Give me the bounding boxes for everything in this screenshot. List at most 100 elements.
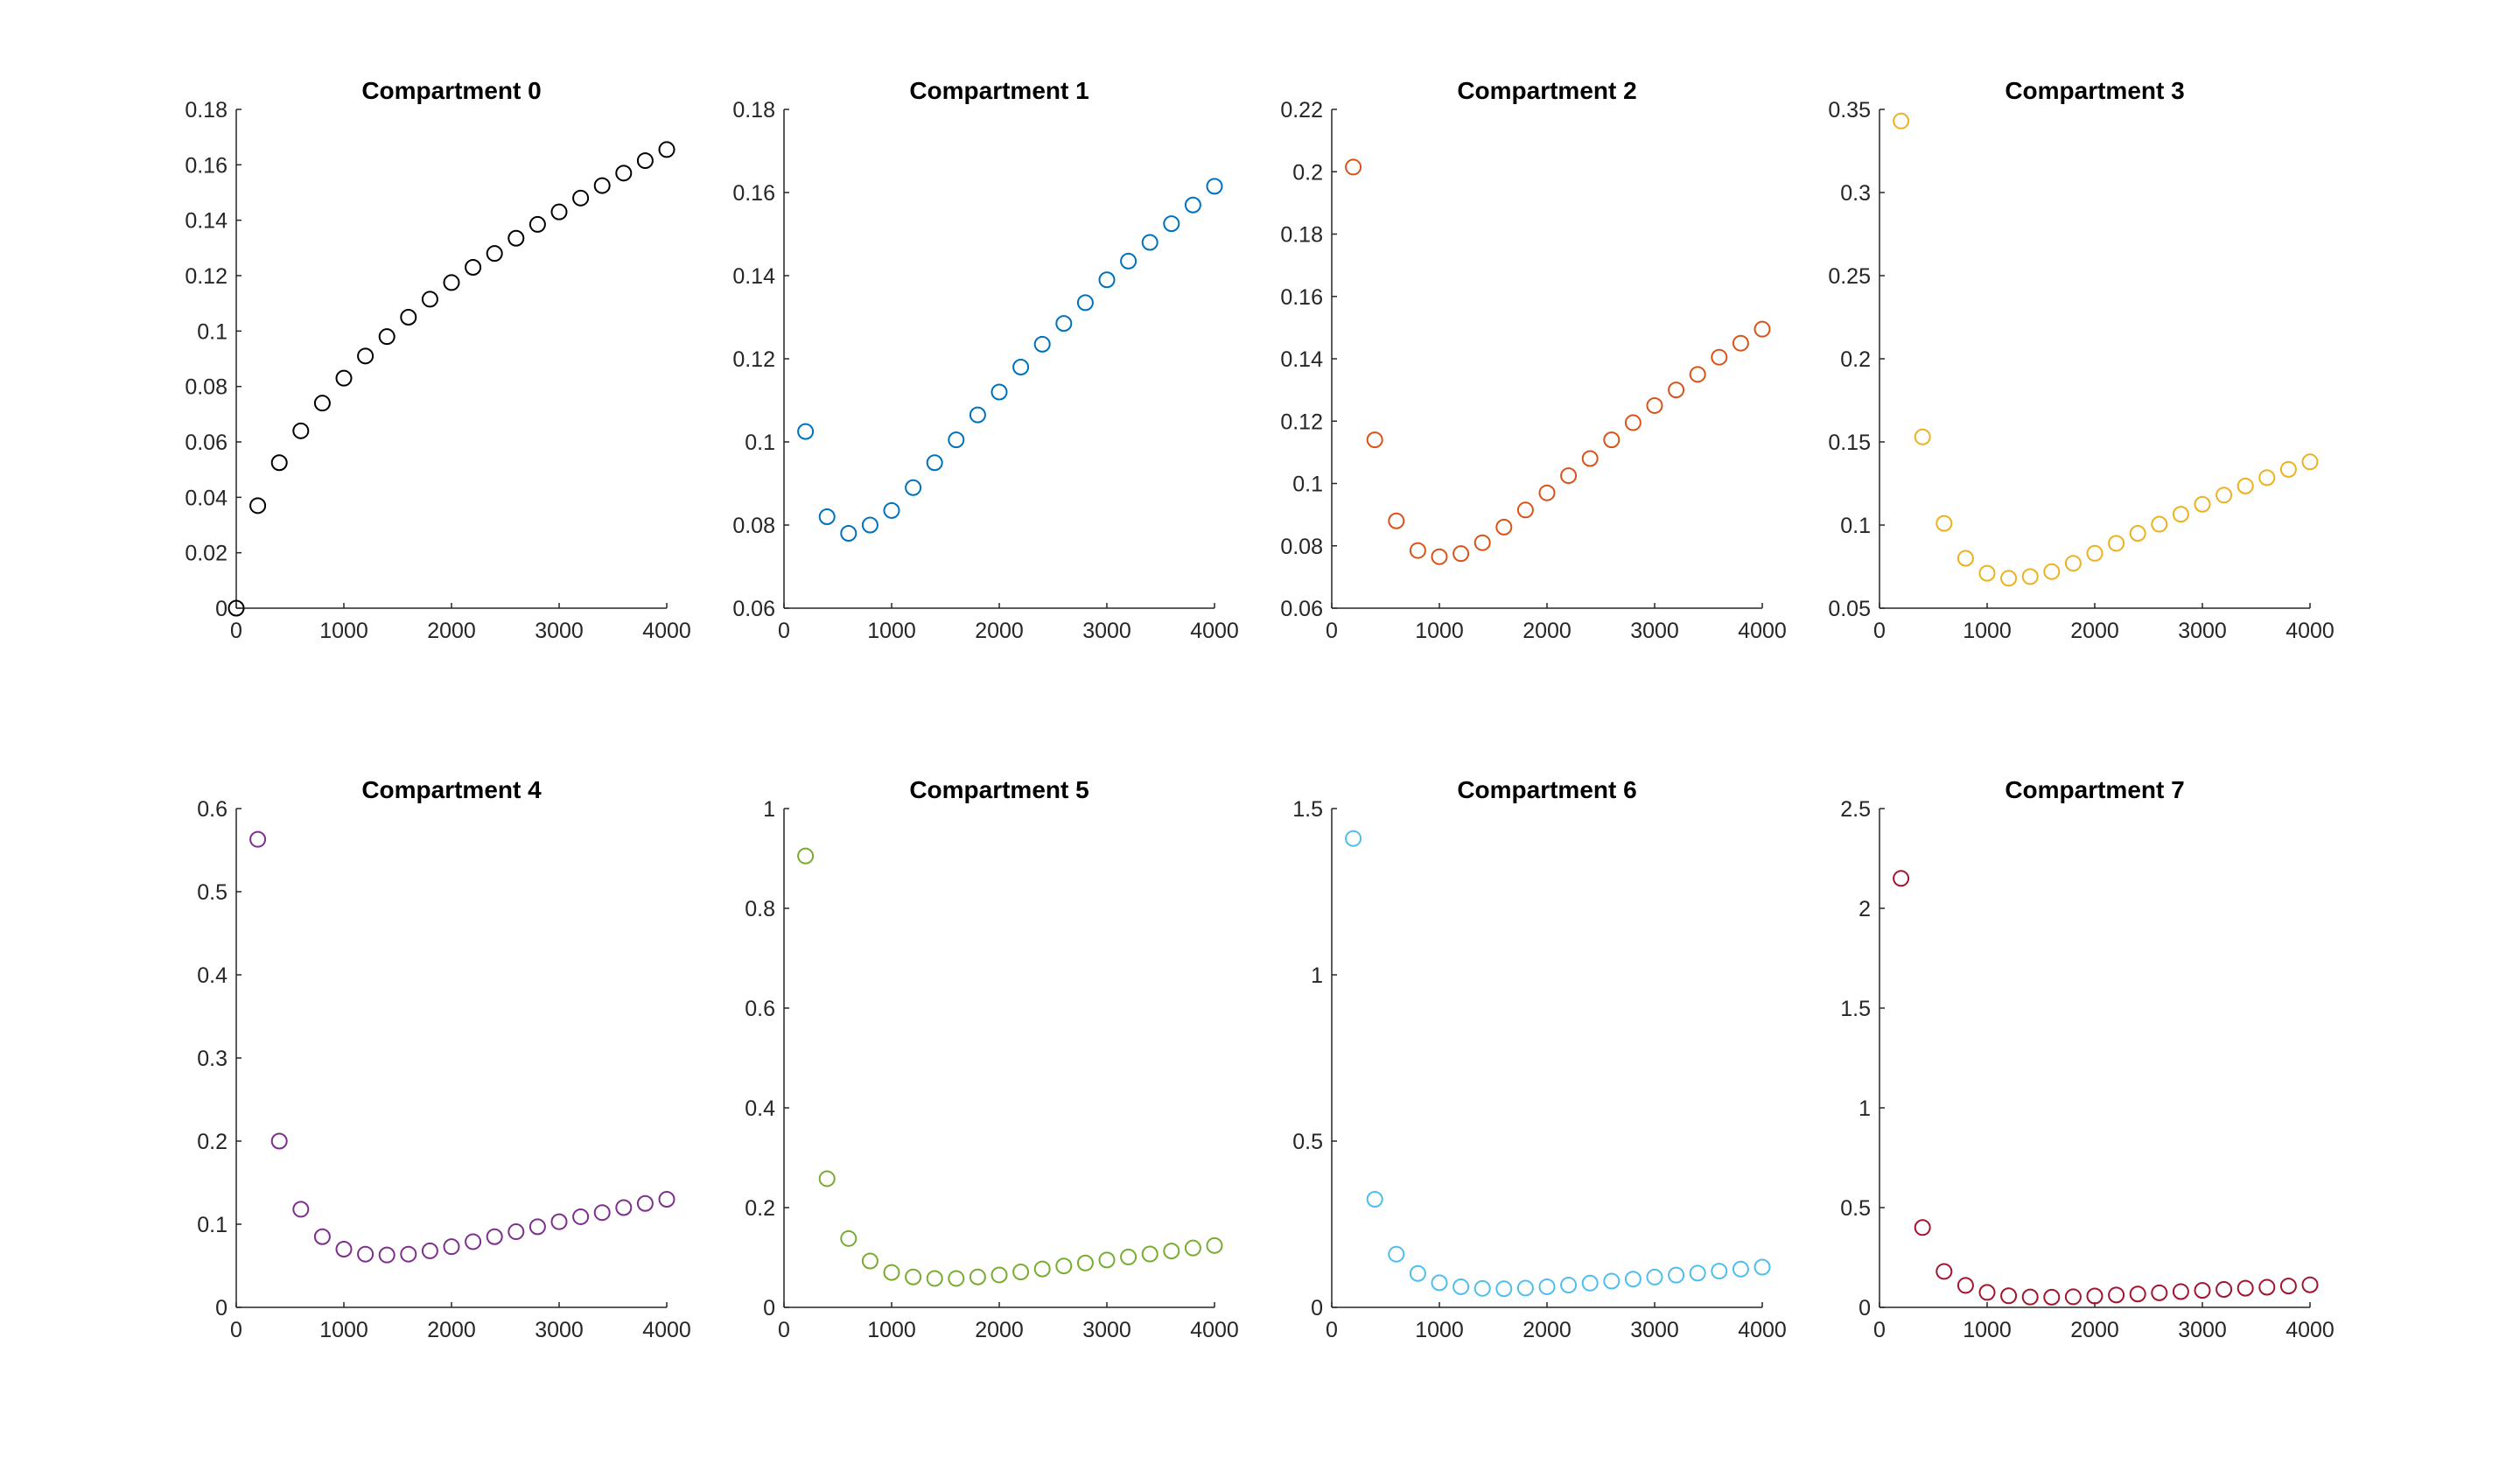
data-point	[861, 516, 878, 534]
data-point	[335, 1241, 353, 1257]
y-tick-label: 0	[1858, 1296, 1871, 1320]
data-point	[1914, 1219, 1931, 1236]
data-point	[1538, 1278, 1556, 1295]
data-point	[1732, 334, 1749, 352]
data-point	[1184, 1239, 1201, 1257]
data-point	[400, 309, 417, 326]
data-point	[905, 479, 922, 496]
x-tick-label: 3000	[2178, 619, 2227, 643]
data-point	[2279, 1278, 2297, 1295]
x-tick-label: 0	[778, 619, 790, 643]
x-tick-label: 0	[1873, 619, 1886, 643]
x-tick-label: 2000	[2070, 1318, 2119, 1342]
x-tick-label: 0	[230, 619, 242, 643]
data-point	[1893, 870, 1910, 887]
y-tick-label: 2.5	[1840, 797, 1871, 822]
y-tick-label: 0	[763, 1296, 775, 1320]
x-tick-label: 1000	[319, 1318, 368, 1342]
y-tick-label: 0.12	[732, 347, 775, 372]
data-point	[1689, 366, 1706, 383]
data-point	[948, 431, 965, 449]
x-tick-label: 3000	[2178, 1318, 2227, 1342]
data-point	[1431, 1274, 1448, 1292]
x-tick-label: 3000	[1082, 1318, 1131, 1342]
data-point	[2043, 1288, 2061, 1306]
data-point	[840, 525, 858, 542]
data-point	[636, 152, 654, 170]
y-tick-label: 0.25	[1828, 264, 1871, 289]
data-point	[335, 369, 353, 387]
x-tick-label: 2000	[2070, 619, 2119, 643]
data-point	[2216, 487, 2233, 504]
y-tick-label: 0.08	[732, 514, 775, 538]
data-point	[797, 423, 815, 440]
x-tick-label: 4000	[2286, 619, 2334, 643]
subplot-title: Compartment 3	[2005, 77, 2184, 104]
x-tick-label: 1000	[867, 1318, 916, 1342]
data-point	[2086, 1287, 2104, 1305]
data-point	[2021, 1288, 2039, 1306]
y-tick-label: 0.14	[185, 209, 228, 234]
data-point	[2000, 1287, 2018, 1305]
data-point	[378, 328, 396, 346]
data-point	[1431, 548, 1448, 565]
data-point	[1388, 512, 1405, 529]
y-tick-label: 1.5	[1840, 997, 1871, 1021]
data-point	[1668, 1266, 1685, 1284]
data-point	[1120, 252, 1138, 270]
data-point	[1754, 1258, 1771, 1276]
y-tick-label: 0.2	[745, 1196, 775, 1221]
data-point	[2172, 1283, 2189, 1300]
y-tick-label: 0.04	[185, 486, 228, 510]
x-tick-label: 4000	[642, 1318, 691, 1342]
data-point	[1956, 550, 1974, 567]
x-tick-label: 1000	[1963, 1318, 2012, 1342]
data-point	[1206, 1236, 1223, 1254]
data-point	[2043, 563, 2061, 580]
y-tick-label: 2	[1858, 897, 1871, 921]
y-tick-label: 1	[1858, 1096, 1871, 1121]
data-point	[1560, 467, 1578, 485]
data-point	[443, 1238, 460, 1256]
subplot-title: Compartment 1	[909, 77, 1088, 104]
y-tick-label: 0.3	[197, 1047, 228, 1071]
y-tick-label: 0.4	[745, 1096, 775, 1121]
subplot-title: Compartment 4	[361, 776, 542, 803]
data-point	[861, 1252, 878, 1270]
y-tick-label: 0.22	[1280, 98, 1323, 123]
data-point	[818, 508, 836, 525]
data-point	[1345, 830, 1362, 847]
subplot-7: Compartment 7 0 1000 2000 3000 4000 0 0.5 1 1.5 2 2…	[1840, 776, 2334, 1342]
data-point	[1163, 215, 1180, 233]
subplot-title: Compartment 5	[909, 776, 1088, 803]
data-point	[421, 291, 438, 308]
data-point	[2000, 570, 2018, 587]
y-tick-label: 0.12	[1280, 410, 1323, 434]
x-tick-label: 4000	[2286, 1318, 2334, 1342]
data-point	[1914, 428, 1931, 445]
data-point	[1711, 1263, 1728, 1280]
y-tick-label: 0.15	[1828, 431, 1871, 455]
data-point	[1893, 112, 1910, 130]
y-tick-label: 0.2	[197, 1130, 228, 1154]
y-tick-label: 0.5	[1840, 1196, 1871, 1221]
y-tick-label: 0	[1311, 1296, 1323, 1320]
y-tick-label: 0.8	[745, 897, 775, 921]
y-tick-label: 0.16	[1280, 285, 1323, 310]
x-tick-label: 0	[1326, 1318, 1338, 1342]
subplot-2: Compartment 2 0 1000 2000 3000 4000 0.06 0.08 0.…	[1280, 77, 1786, 643]
data-point	[2172, 506, 2189, 523]
data-point	[249, 497, 267, 515]
data-point	[1452, 545, 1470, 563]
x-tick-label: 3000	[535, 619, 584, 643]
y-tick-label: 0.2	[1840, 347, 1871, 372]
y-tick-label: 0	[215, 597, 228, 621]
data-point	[990, 383, 1008, 401]
data-point	[1538, 484, 1556, 501]
data-point	[270, 454, 288, 472]
x-tick-label: 3000	[1082, 619, 1131, 643]
data-point	[249, 830, 267, 848]
data-point	[883, 501, 900, 519]
subplot-0: Compartment 0 0 1000 2000 3000 4000 0 0.02 0.04 0…	[185, 77, 690, 643]
subplot-3: Compartment 3 0 1000 2000 3000 4000 0.05 0.1 0.1…	[1828, 77, 2334, 643]
